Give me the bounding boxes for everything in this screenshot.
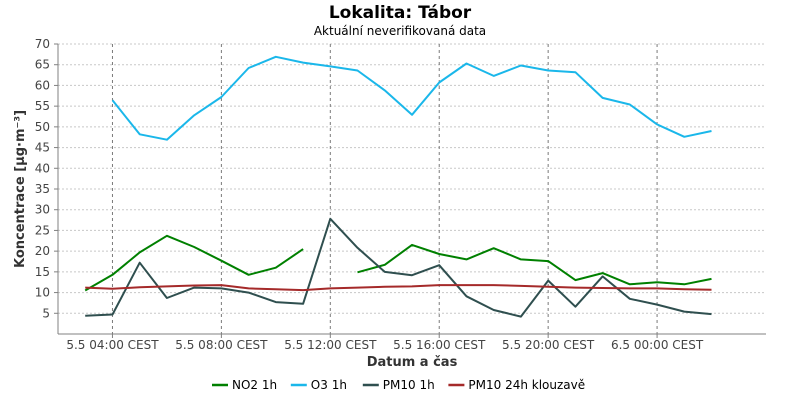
y-tick-label: 70 xyxy=(35,37,50,51)
y-tick-label: 10 xyxy=(35,286,50,300)
x-axis-title: Datum a čas xyxy=(367,355,458,370)
legend-label-pm10-24h-klouzav: PM10 24h klouzavě xyxy=(468,378,585,392)
series-line-no2-1h xyxy=(84,234,712,292)
chart-title: Lokalita: Tábor xyxy=(329,3,472,23)
y-tick-label: 20 xyxy=(35,244,50,258)
legend-label-no2-1h: NO2 1h xyxy=(232,378,277,392)
x-tick-label: 5.5 08:00 CEST xyxy=(175,338,268,352)
y-tick-label: 50 xyxy=(35,120,50,134)
series-line-o3-1h xyxy=(111,55,712,141)
y-tick-label: 65 xyxy=(35,58,50,72)
y-axis-title: Koncentrace [µg·m⁻³] xyxy=(13,110,28,268)
legend-label-o3-1h: O3 1h xyxy=(311,378,347,392)
y-tick-label: 60 xyxy=(35,78,50,92)
y-tick-label: 25 xyxy=(35,223,50,237)
y-tick-label: 40 xyxy=(35,161,50,175)
x-tick-label: 5.5 04:00 CEST xyxy=(66,338,159,352)
x-tick-label: 5.5 16:00 CEST xyxy=(393,338,486,352)
axes: 5 10 15 20 25 30 35 40 45 50 55 60 65 70 5.5 04:00 CES… xyxy=(35,37,766,352)
y-tick-label: 30 xyxy=(35,203,50,217)
x-tick-label: 5.5 20:00 CEST xyxy=(502,338,595,352)
y-tick-label: 35 xyxy=(35,182,50,196)
legend-label-pm10-1h: PM10 1h xyxy=(383,378,435,392)
series-line-pm10-1h xyxy=(85,217,712,318)
y-tick-label: 15 xyxy=(35,265,50,279)
y-tick-label: 55 xyxy=(35,99,50,113)
y-tick-label: 5 xyxy=(42,306,50,320)
x-tick-label: 6.5 00:00 CEST xyxy=(611,338,704,352)
y-tick-label: 45 xyxy=(35,141,50,155)
legend: NO2 1h O3 1h PM10 1h PM10 24h klouzavě xyxy=(212,378,585,392)
chart-subtitle: Aktuální neverifikovaná data xyxy=(314,24,486,38)
series-lines xyxy=(84,55,712,318)
grid-lines xyxy=(58,43,766,334)
x-tick-label: 5.5 12:00 CEST xyxy=(284,338,377,352)
series-line-pm10-24h-klouzav xyxy=(85,284,712,292)
